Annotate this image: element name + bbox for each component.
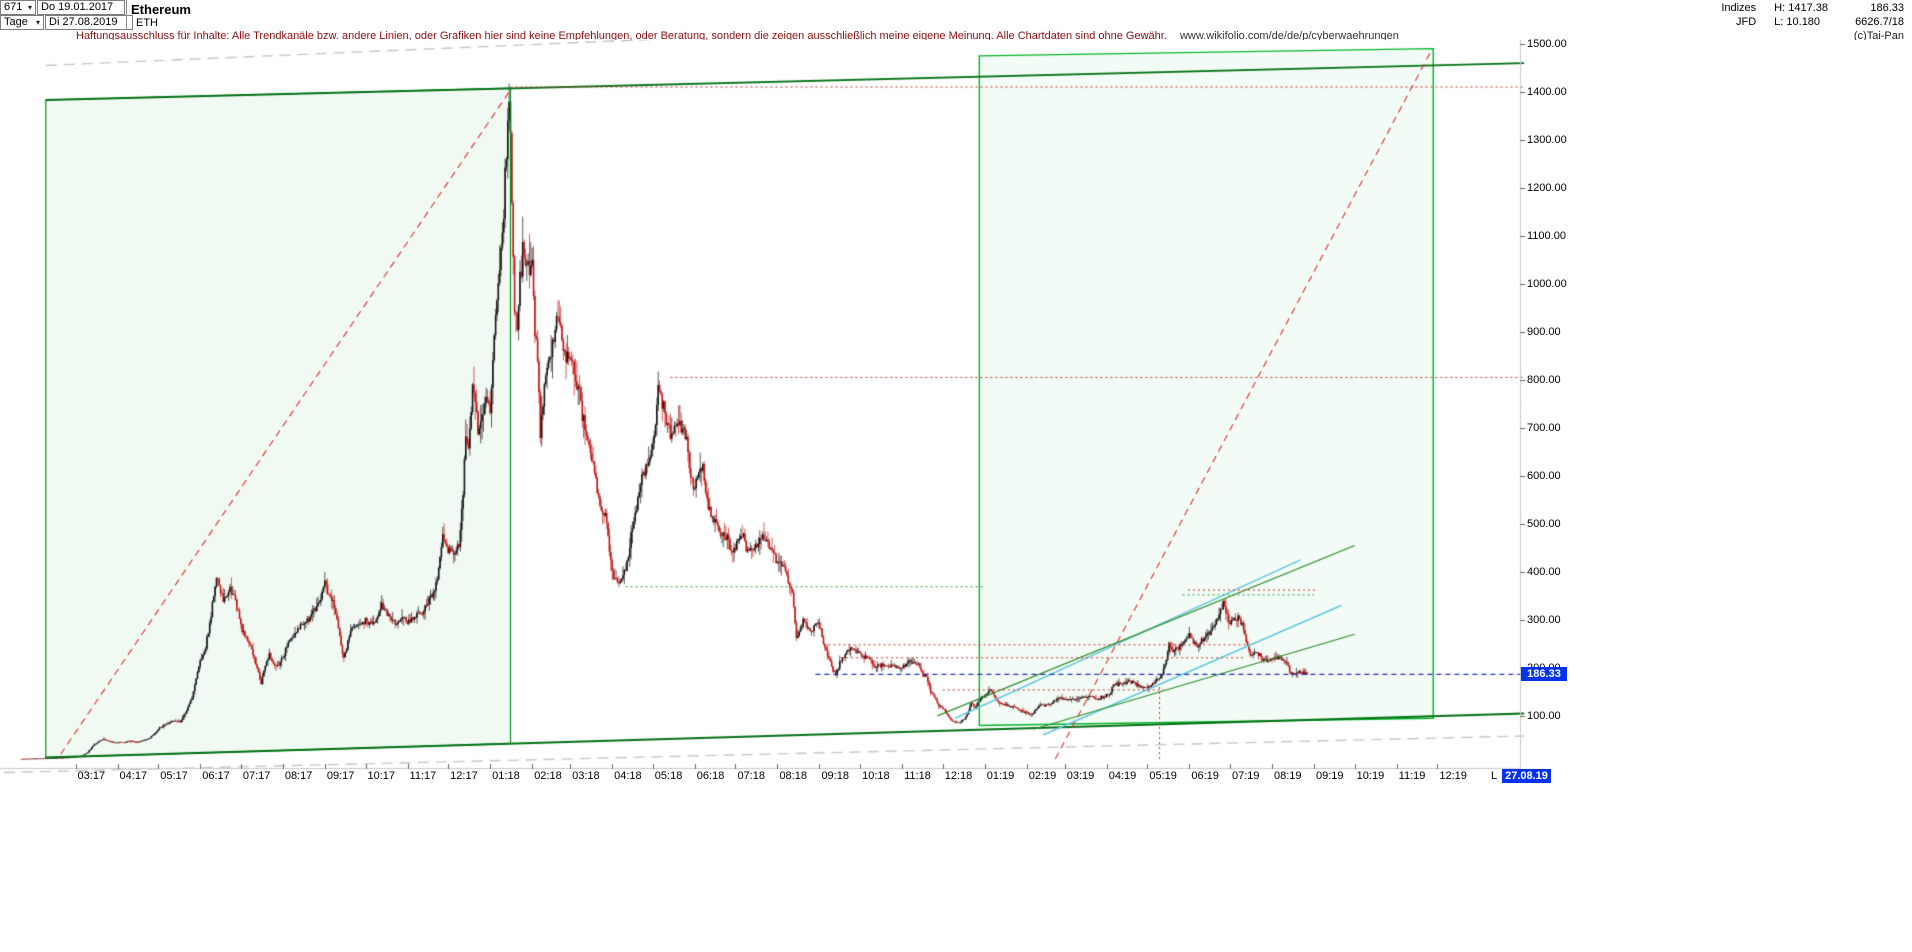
chevron-down-icon: ▾: [27, 2, 32, 12]
last-price-tag: 186.33: [1521, 667, 1567, 682]
bars-count-dropdown[interactable]: 671 ▾: [0, 0, 36, 15]
start-date-field[interactable]: Do 19.01.2017: [37, 0, 125, 15]
toolbar-divider: [126, 0, 127, 30]
feed-label: JFD: [1736, 16, 1757, 28]
cursor-date-tag: 27.08.19: [1502, 769, 1551, 783]
end-date-value: Di 27.08.2019: [49, 16, 118, 28]
cursor-prefix-label: L: [1491, 770, 1498, 782]
bars-count-value: 671: [4, 1, 23, 13]
quote-info-panel: Indizes H: 1417.38 186.33 JFD L: 10.180 …: [1721, 1, 1904, 29]
instrument-title: Ethereum: [131, 2, 191, 17]
disclaimer-text: Haftungsausschluss für Inhalte: Alle Tre…: [76, 30, 1167, 42]
last-price-value: 186.33: [1870, 2, 1904, 14]
disclaimer-bar: Haftungsausschluss für Inhalte: Alle Tre…: [76, 30, 1399, 44]
period-high-label: H: 1417.38: [1774, 2, 1828, 14]
turnover-value: 6626.7/18: [1855, 16, 1904, 28]
chevron-down-icon: ▾: [35, 17, 40, 27]
chart-region: 1500.00 1400.00 1300.00 1200.00 1100.00 1000.…: [0, 38, 1912, 952]
start-date-value: Do 19.01.2017: [41, 1, 114, 13]
period-low-label: L: 10.180: [1774, 16, 1821, 28]
timeframe-value: Tage: [4, 16, 28, 28]
timeframe-dropdown[interactable]: Tage ▾: [0, 15, 44, 30]
disclaimer-url: www.wikifolio.com/de/de/p/cyberwaehrunge…: [1179, 30, 1399, 42]
toolbar: 671 ▾ Do 19.01.2017 Tage ▾ Di 27.08.2019…: [0, 0, 1912, 30]
price-chart-canvas[interactable]: [0, 40, 1568, 785]
market-label: Indizes: [1721, 2, 1757, 14]
copyright-label: (c)Tai-Pan: [1853, 30, 1904, 42]
end-date-field[interactable]: Di 27.08.2019: [45, 15, 133, 30]
symbol-label: ETH: [136, 17, 158, 29]
